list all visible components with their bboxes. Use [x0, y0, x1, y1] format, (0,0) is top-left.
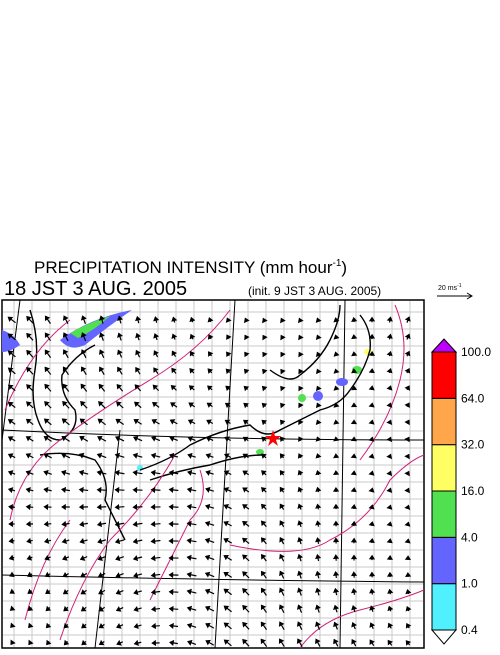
wind-arrow — [64, 624, 68, 628]
colorbar-band — [432, 491, 456, 537]
wind-arrow — [262, 420, 266, 423]
colorbar-label: 4.0 — [461, 530, 478, 544]
valid-time: 18 JST 3 AUG. 2005 — [4, 278, 187, 300]
colorbar-label: 16.0 — [461, 484, 485, 498]
wind-arrow — [226, 386, 230, 389]
wind-legend-arrow — [437, 293, 472, 299]
colorbar-band — [432, 537, 456, 583]
wind-arrow — [208, 369, 212, 373]
wind-arrow — [244, 387, 248, 390]
title: PRECIPITATION INTENSITY (mm hour-1) — [34, 258, 347, 277]
wind-arrow — [281, 454, 284, 458]
wind-arrow — [262, 437, 266, 440]
colorbar: 0.4 1.0 4.0 16.0 32.0 64.0 100.0 — [432, 339, 491, 644]
wind-arrow — [226, 369, 230, 373]
wind-arrow — [209, 352, 212, 356]
colorbar-band — [432, 352, 456, 398]
colorbar-band — [432, 398, 456, 444]
colorbar-under — [432, 630, 456, 644]
colorbar-label: 100.0 — [461, 345, 491, 359]
wind-legend-label: 20 ms-1 — [438, 283, 462, 292]
colorbar-over — [432, 339, 456, 352]
wind-arrow — [244, 404, 248, 407]
init-time: (init. 9 JST 3 AUG. 2005) — [248, 284, 381, 298]
map — [2, 300, 424, 648]
wind-arrow — [65, 641, 69, 645]
colorbar-label: 1.0 — [461, 577, 478, 591]
wind-arrow — [46, 590, 50, 593]
wind-arrow — [46, 607, 50, 610]
wind-arrow — [281, 437, 284, 441]
wind-arrow — [28, 590, 32, 593]
colorbar-label: 32.0 — [461, 438, 485, 452]
colorbar-band — [432, 445, 456, 491]
colorbar-label: 64.0 — [461, 391, 485, 405]
colorbar-label: 0.4 — [461, 623, 478, 637]
wind-arrow — [82, 641, 86, 644]
colorbar-band — [432, 584, 456, 630]
